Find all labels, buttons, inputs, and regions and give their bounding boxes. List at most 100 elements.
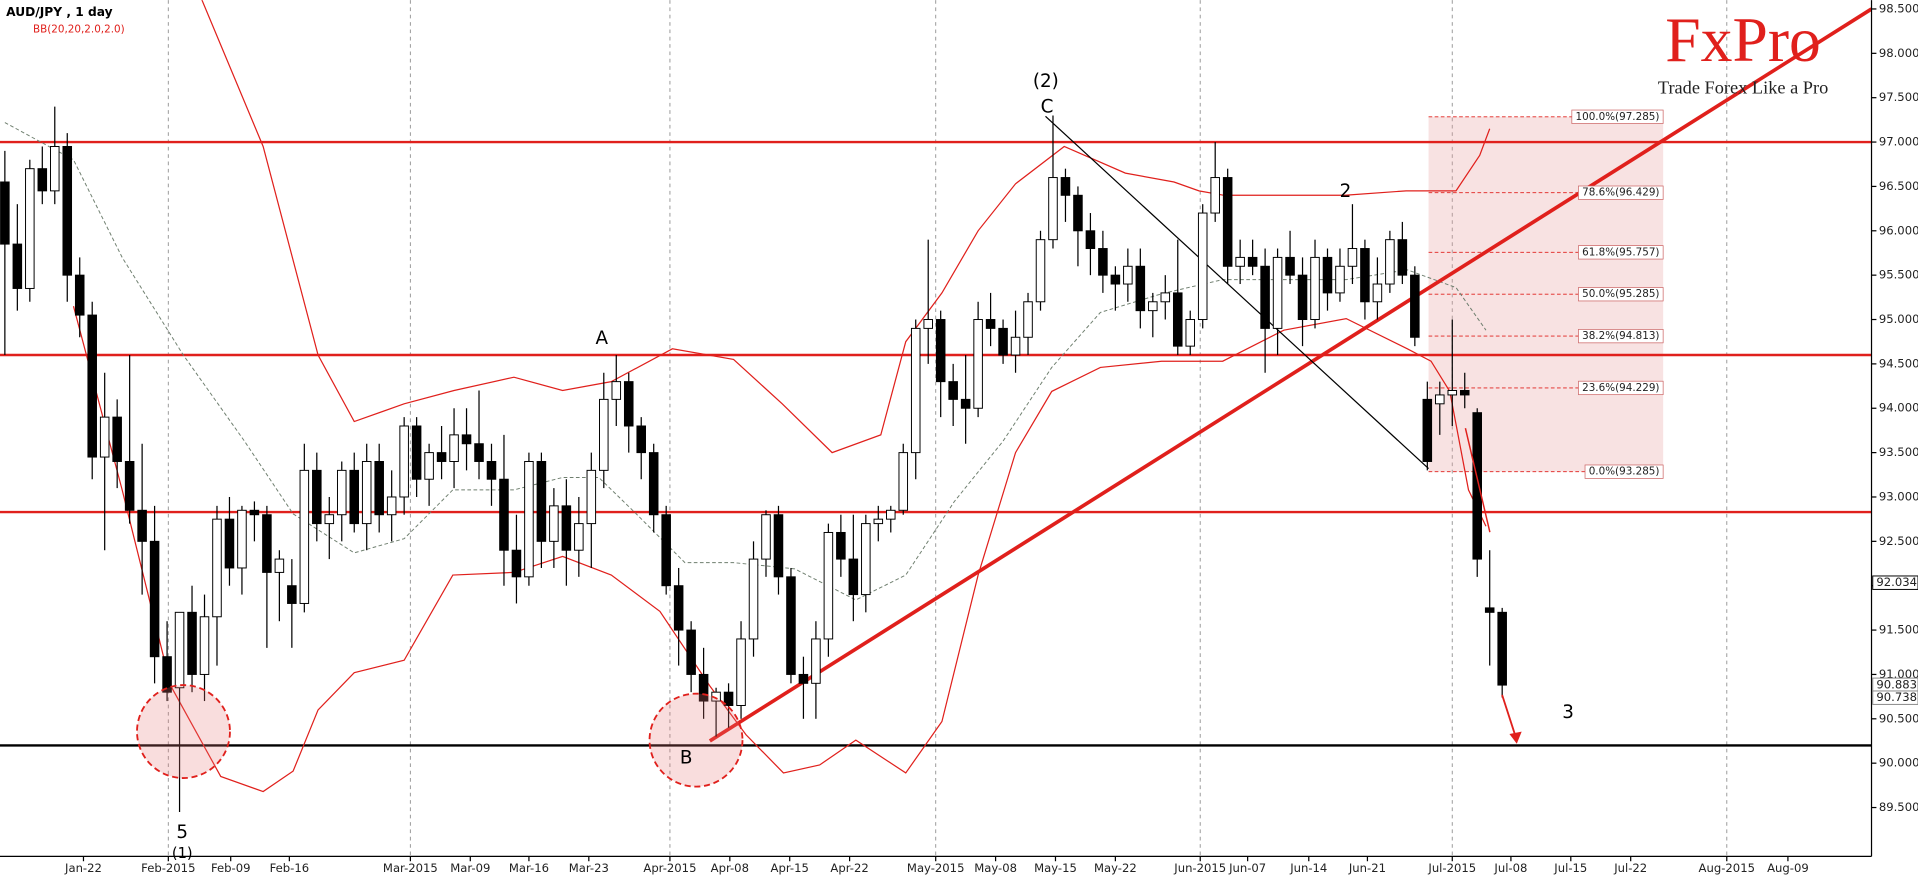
highlight-circle xyxy=(648,692,744,788)
y-tick-label: 93.000 xyxy=(1879,489,1918,503)
candle-body xyxy=(99,416,110,458)
highlight-circle xyxy=(136,684,231,779)
wave-label: 3 xyxy=(1562,702,1574,723)
bollinger-band xyxy=(201,0,1491,454)
fib-label-box xyxy=(1578,329,1664,344)
wave-label: 5 xyxy=(176,822,188,843)
candle-body xyxy=(786,576,796,675)
candle-body xyxy=(1385,239,1395,285)
candle-body xyxy=(1010,336,1021,356)
y-tick-label: 94.500 xyxy=(1879,356,1918,370)
fib-label-box xyxy=(1571,109,1664,124)
candle-body xyxy=(1272,256,1283,329)
candle-body xyxy=(399,425,409,498)
candle-body xyxy=(861,523,871,596)
candle-body xyxy=(549,505,559,542)
x-tick-label: Jul-15 xyxy=(1553,861,1587,875)
candle-body xyxy=(124,460,135,511)
x-tick-label: Apr-15 xyxy=(771,861,809,875)
x-tick-label: Mar-2015 xyxy=(383,861,438,875)
candle-body xyxy=(1098,248,1108,276)
fib-label: 23.6%(94.229) xyxy=(1582,382,1659,394)
candle-body xyxy=(848,558,859,596)
wave-label: B xyxy=(680,747,693,768)
candle-body xyxy=(873,518,884,525)
candle-body xyxy=(898,452,909,511)
candle-body xyxy=(149,540,160,658)
indicator-label: BB(20,20,2.0,2.0) xyxy=(33,23,125,35)
price-tag: 90.738 xyxy=(1876,690,1917,704)
wave-label: (1) xyxy=(172,845,193,862)
candle-body xyxy=(1435,394,1445,405)
candle-body xyxy=(599,398,609,471)
x-tick-label: Jul-2015 xyxy=(1427,861,1476,875)
x-tick-label: Feb-2015 xyxy=(141,861,195,875)
x-tick-label: Aug-2015 xyxy=(1699,861,1755,875)
x-tick-label: Feb-16 xyxy=(270,861,310,875)
y-tick-label: 96.500 xyxy=(1879,179,1918,193)
x-tick-label: Apr-2015 xyxy=(643,861,696,875)
candle-body xyxy=(761,514,771,560)
price-tag-box xyxy=(1872,690,1918,705)
y-tick-label: 91.000 xyxy=(1879,667,1918,681)
candle-body xyxy=(1472,412,1482,560)
candle-body xyxy=(1497,611,1507,686)
candle-body xyxy=(1372,283,1383,303)
candle-body xyxy=(1210,177,1220,214)
candle-body xyxy=(1185,319,1196,347)
candle-body xyxy=(361,460,372,525)
candle-body xyxy=(224,518,235,569)
fib-label: 50.0%(95.285) xyxy=(1582,288,1659,300)
candle-body xyxy=(212,518,222,618)
price-tag-box xyxy=(1872,575,1918,590)
fib-label-box xyxy=(1584,464,1664,479)
candle-body xyxy=(1285,256,1295,276)
x-tick-label: May-2015 xyxy=(907,861,965,875)
candle-body xyxy=(1447,390,1458,396)
y-tick-label: 89.500 xyxy=(1879,800,1918,814)
candle-body xyxy=(636,425,646,454)
y-tick-label: 94.000 xyxy=(1879,401,1918,415)
x-tick-label: May-08 xyxy=(974,861,1017,875)
candle-body xyxy=(474,443,484,462)
candle-body xyxy=(436,452,447,462)
candle-body xyxy=(312,469,322,525)
candle-body xyxy=(948,381,958,400)
candle-body xyxy=(648,452,659,516)
candle-body xyxy=(623,381,634,427)
candle-body xyxy=(499,478,509,551)
candle-body xyxy=(1347,248,1358,267)
x-tick-label: May-22 xyxy=(1094,861,1137,875)
y-tick-label: 95.000 xyxy=(1879,312,1918,326)
candle-body xyxy=(249,509,260,516)
y-tick-label: 91.500 xyxy=(1879,623,1918,637)
candle-body xyxy=(836,531,846,560)
fib-label-box xyxy=(1578,245,1664,260)
price-tag: 90.883 xyxy=(1876,677,1917,691)
candle-body xyxy=(1297,274,1308,321)
candle-body xyxy=(187,611,197,675)
overlay-layer: (2) C A B 2 3 5 (1) AUD/JPY , 1 day BB(2… xyxy=(6,4,1828,862)
candle-body xyxy=(349,469,360,525)
bollinger-band xyxy=(4,122,1487,601)
candle-body xyxy=(673,585,684,631)
x-tick-label: Mar-23 xyxy=(569,861,609,875)
y-tick-label: 96.000 xyxy=(1879,223,1918,237)
candle-body xyxy=(324,514,335,525)
candle-body xyxy=(137,509,147,542)
fib-label-box xyxy=(1578,287,1664,302)
candle-body xyxy=(1260,265,1270,329)
y-tick-label: 93.500 xyxy=(1879,445,1918,459)
candle-body xyxy=(237,509,247,569)
candle-body xyxy=(287,585,297,604)
trend-line xyxy=(1045,115,1429,470)
fib-label-box xyxy=(1578,185,1664,200)
candle-body xyxy=(1397,239,1408,276)
candle-body xyxy=(1422,398,1433,462)
x-tick-label: Mar-09 xyxy=(450,861,490,875)
candle-body xyxy=(1073,194,1083,232)
candle-body xyxy=(1060,177,1071,196)
candle-body xyxy=(336,469,347,516)
